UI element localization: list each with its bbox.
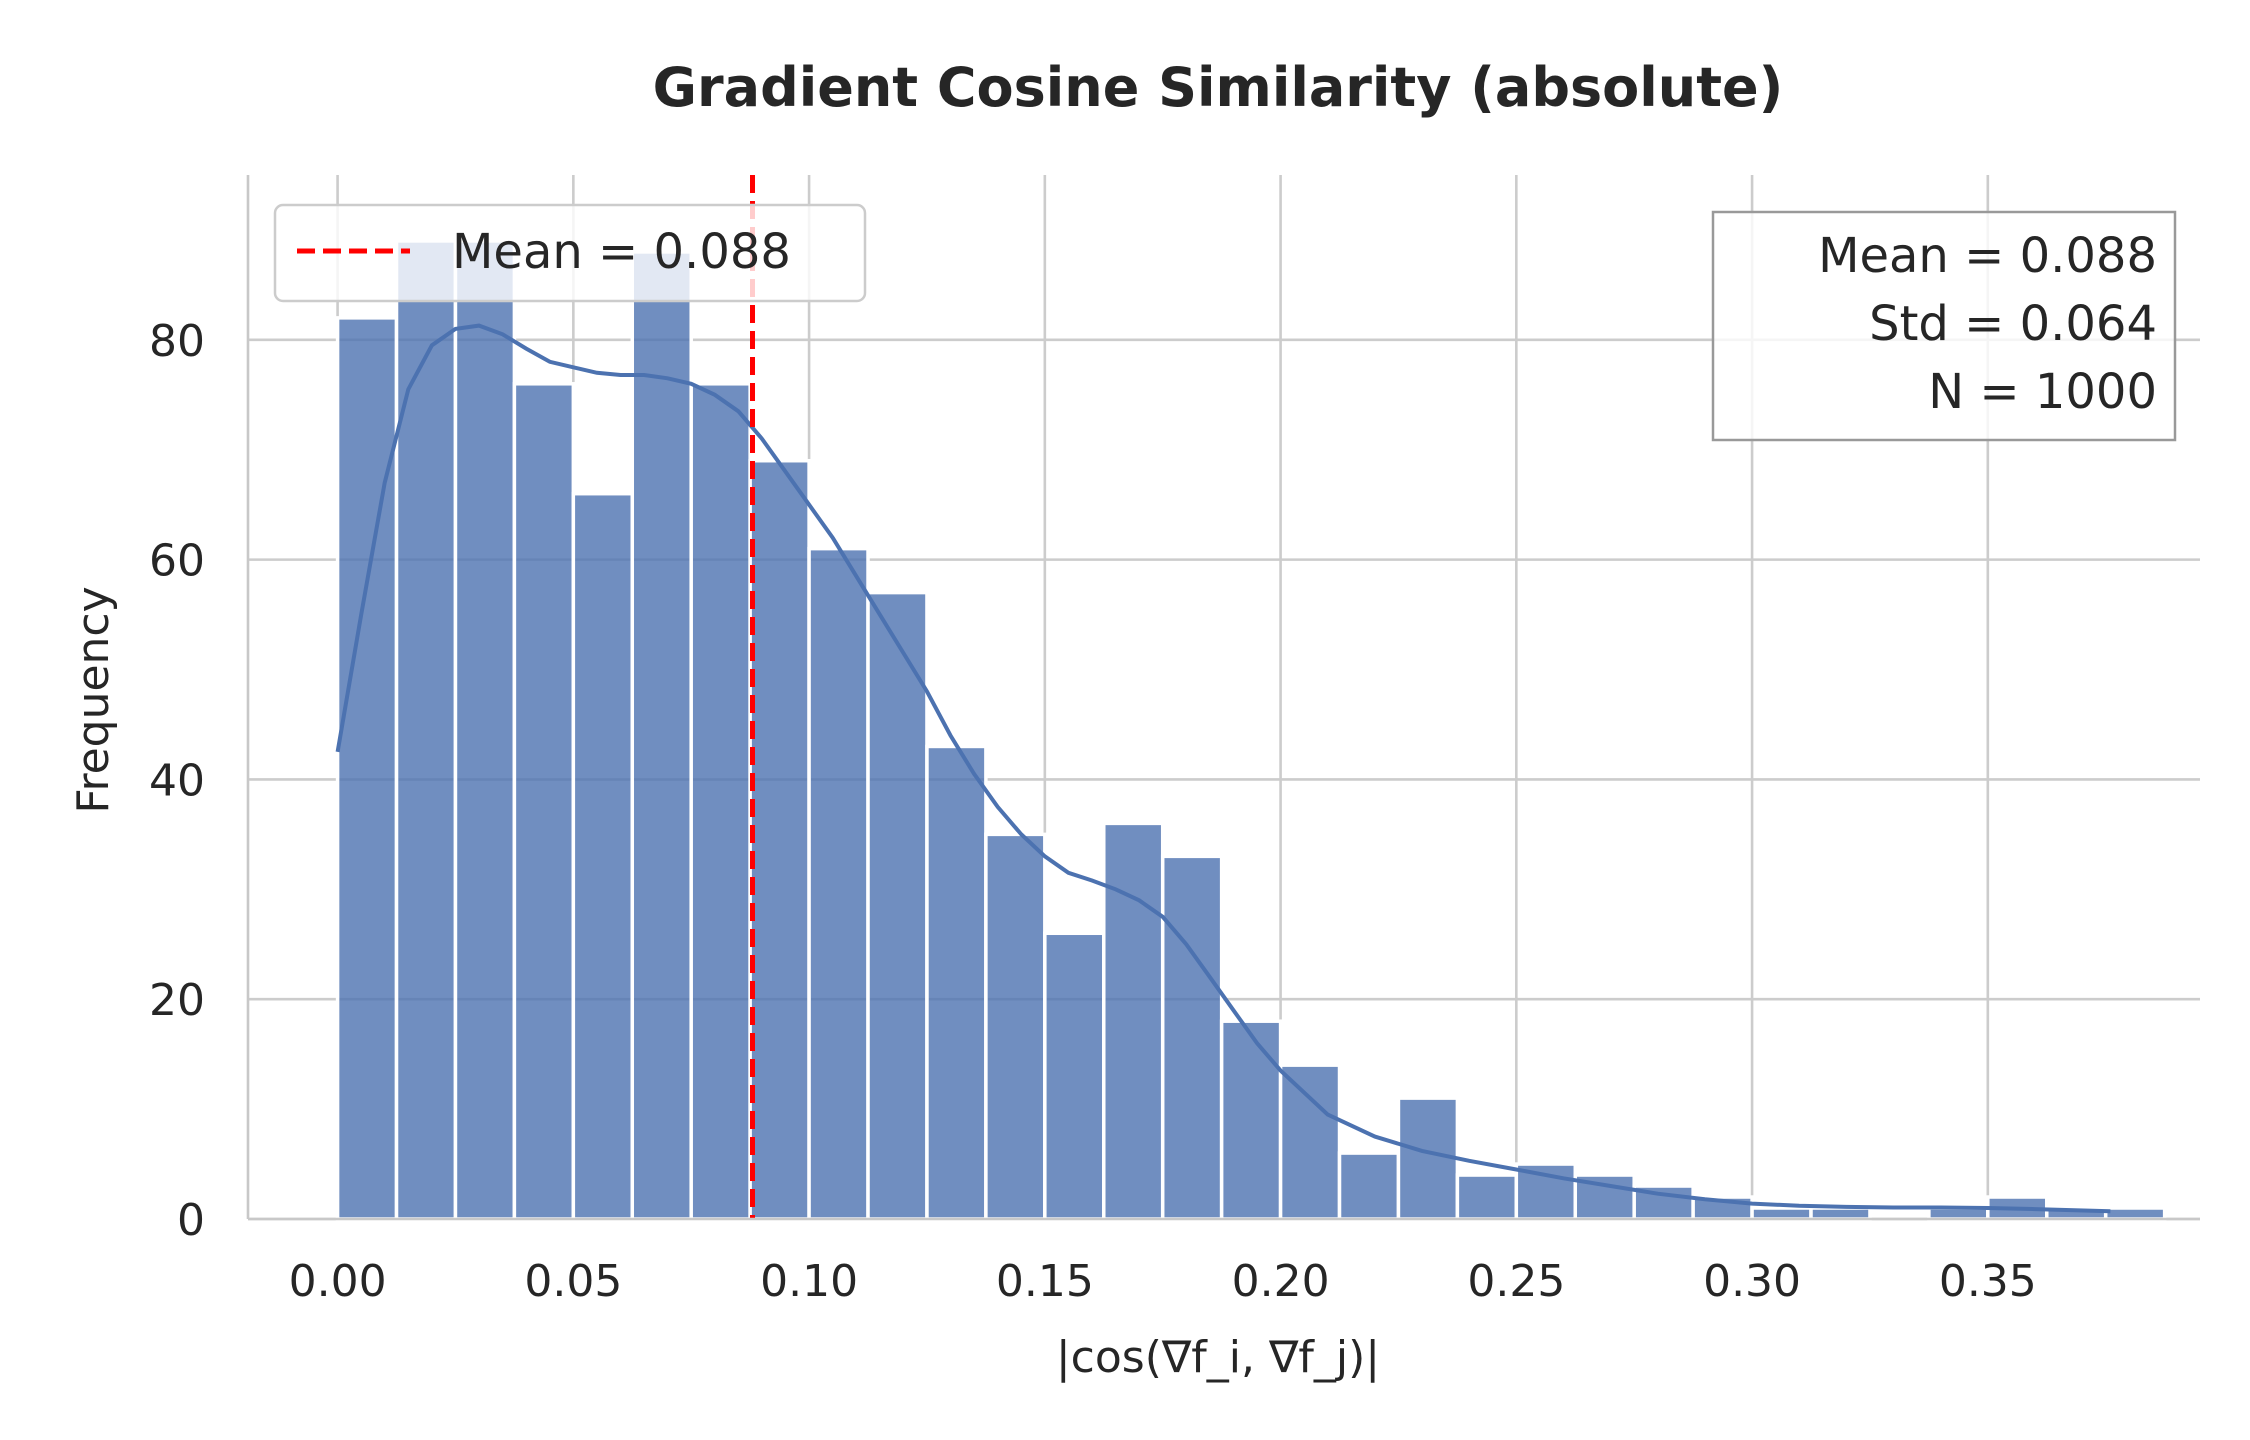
histogram-bar	[925, 744, 988, 1221]
x-tick-label: 0.35	[1939, 1256, 2037, 1307]
histogram-bar	[866, 590, 929, 1221]
stats-std: Std = 0.064	[1869, 296, 2157, 352]
legend-mean-label: Mean = 0.088	[452, 224, 791, 280]
histogram-bar	[807, 546, 870, 1221]
x-tick-label: 0.10	[760, 1256, 858, 1307]
x-axis-label: |cos(∇f_i, ∇f_j)|	[1056, 1332, 1380, 1383]
histogram-bar	[1278, 1063, 1342, 1221]
histogram-bar	[1160, 854, 1224, 1221]
x-tick-label: 0.15	[996, 1256, 1094, 1307]
y-tick-label: 20	[149, 975, 205, 1026]
y-tick-label: 60	[149, 536, 205, 587]
y-axis-ticks: 0 20 40 60 80	[149, 316, 205, 1246]
histogram-bar	[335, 316, 399, 1221]
x-tick-label: 0.00	[289, 1256, 387, 1307]
histogram-bar	[1750, 1206, 1813, 1221]
y-tick-label: 40	[149, 755, 205, 806]
x-tick-label: 0.30	[1703, 1256, 1801, 1307]
stats-box: Mean = 0.088 Std = 0.064 N = 1000	[1711, 210, 2177, 442]
axes	[246, 175, 2200, 1221]
legend: Mean = 0.088	[273, 203, 867, 303]
histogram-bar	[984, 832, 1047, 1221]
chart-title: Gradient Cosine Similarity (absolute)	[653, 56, 1784, 119]
histogram-bar	[1043, 931, 1106, 1221]
histogram-bar	[394, 239, 458, 1221]
y-axis-label: Frequency	[68, 586, 119, 813]
histogram-bar	[630, 250, 693, 1221]
histogram-bar	[453, 239, 517, 1221]
histogram-bar	[571, 491, 635, 1221]
histogram-bar	[689, 382, 752, 1221]
stats-n: N = 1000	[1928, 364, 2157, 420]
histogram-bar	[1396, 1096, 1460, 1221]
x-axis-ticks: 0.00 0.05 0.10 0.15 0.20 0.25 0.30 0.35	[289, 1256, 2037, 1307]
histogram-bar	[1219, 1019, 1283, 1221]
histogram-bar	[1102, 821, 1165, 1221]
y-tick-label: 0	[177, 1195, 205, 1246]
y-tick-label: 80	[149, 316, 205, 367]
histogram-bar	[748, 458, 811, 1221]
kde-curve	[335, 323, 2111, 1214]
histogram-bar	[1337, 1151, 1401, 1221]
x-tick-label: 0.05	[524, 1256, 622, 1307]
histogram-bar	[2103, 1206, 2167, 1221]
legend-box	[273, 203, 867, 303]
x-tick-label: 0.25	[1467, 1256, 1565, 1307]
stats-box-frame	[1711, 210, 2177, 442]
stats-mean: Mean = 0.088	[1818, 228, 2157, 284]
histogram-bar	[512, 382, 576, 1221]
histogram-bar	[1809, 1206, 1872, 1221]
histogram-bar	[1455, 1173, 1519, 1221]
x-tick-label: 0.20	[1232, 1256, 1330, 1307]
